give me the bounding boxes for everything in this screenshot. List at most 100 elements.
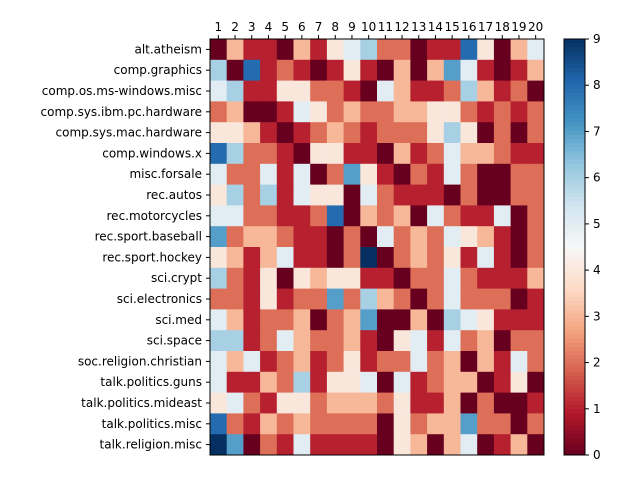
heatmap-cell xyxy=(460,413,478,435)
heatmap-cell xyxy=(210,101,228,123)
colorbar-segment xyxy=(564,47,585,52)
colorbar-segment xyxy=(564,192,585,198)
x-tick-label: 19 xyxy=(511,20,526,34)
heatmap-cell xyxy=(410,434,428,456)
heatmap-cell xyxy=(360,434,378,456)
heatmap-cell xyxy=(226,267,244,289)
colorbar-segment xyxy=(564,167,585,173)
heatmap-cell xyxy=(260,101,278,123)
heatmap-cell xyxy=(377,143,395,165)
heatmap-cell xyxy=(293,226,311,248)
heatmap-cell xyxy=(377,122,395,144)
heatmap-cell xyxy=(310,351,328,373)
x-tick-label: 13 xyxy=(411,20,426,34)
heatmap-cell xyxy=(460,288,478,310)
heatmap-cell xyxy=(493,392,511,414)
heatmap-cell xyxy=(326,371,344,393)
heatmap-cell xyxy=(243,226,261,248)
heatmap-cell xyxy=(443,247,461,269)
heatmap-cell xyxy=(360,163,378,185)
heatmap-cell xyxy=(343,434,361,456)
heatmap-cell xyxy=(460,163,478,185)
colorbar-segment xyxy=(564,313,585,319)
colorbar-segment xyxy=(564,334,585,339)
heatmap-cell xyxy=(210,59,228,81)
colorbar-segment xyxy=(564,76,585,81)
heatmap-cell xyxy=(360,351,378,373)
heatmap-cell xyxy=(243,247,261,269)
colorbar-tick-label: 4 xyxy=(593,263,601,277)
heatmap-cell xyxy=(393,39,411,61)
colorbar-segment xyxy=(564,247,585,252)
heatmap-cell xyxy=(293,122,311,144)
heatmap-cell xyxy=(293,101,311,123)
heatmap-cell xyxy=(377,80,395,102)
heatmap-cell xyxy=(276,101,294,123)
heatmap-cell xyxy=(427,434,445,456)
heatmap-cell xyxy=(527,143,545,165)
heatmap-cell xyxy=(310,309,328,331)
colorbar-segment xyxy=(564,375,585,381)
heatmap-cell xyxy=(343,101,361,123)
heatmap-cell xyxy=(210,184,228,206)
heatmap-cell xyxy=(343,80,361,102)
heatmap-cell xyxy=(527,122,545,144)
heatmap-cell xyxy=(260,143,278,165)
heatmap-cell xyxy=(393,59,411,81)
heatmap-cell xyxy=(276,205,294,227)
colorbar-segment xyxy=(564,155,585,161)
heatmap-cell xyxy=(410,101,428,123)
x-tick-label: 6 xyxy=(298,20,306,34)
colorbar-segment xyxy=(564,213,585,219)
heatmap-cell xyxy=(210,80,228,102)
colorbar-segment xyxy=(564,138,585,144)
heatmap-cell xyxy=(243,267,261,289)
heatmap-cell xyxy=(443,371,461,393)
colorbar-segment xyxy=(564,280,585,285)
heatmap-cell xyxy=(377,163,395,185)
colorbar-segment xyxy=(564,68,585,73)
heatmap-cell xyxy=(443,226,461,248)
heatmap-cell xyxy=(226,247,244,269)
heatmap-cell xyxy=(477,80,495,102)
colorbar-segment xyxy=(564,296,585,302)
heatmap-cell xyxy=(427,59,445,81)
heatmap-cell xyxy=(310,59,328,81)
heatmap-cell xyxy=(210,330,228,352)
heatmap-cell xyxy=(443,184,461,206)
colorbar-segment xyxy=(564,188,585,194)
heatmap-cell xyxy=(493,101,511,123)
heatmap-cell xyxy=(226,143,244,165)
y-tick-label: sci.space xyxy=(147,334,202,348)
heatmap-cell xyxy=(276,122,294,144)
heatmap-cell xyxy=(443,434,461,456)
heatmap-cell xyxy=(260,39,278,61)
heatmap-cell xyxy=(377,226,395,248)
colorbar-tick-label: 2 xyxy=(593,356,601,370)
heatmap-cell xyxy=(243,143,261,165)
x-tick-label: 10 xyxy=(361,20,376,34)
colorbar-segment xyxy=(564,151,585,156)
heatmap-cell xyxy=(310,226,328,248)
heatmap-cell xyxy=(343,122,361,144)
heatmap-cell xyxy=(427,371,445,393)
heatmap-cell xyxy=(510,122,528,144)
heatmap-cell xyxy=(326,184,344,206)
colorbar-segment xyxy=(564,97,585,102)
heatmap-cell xyxy=(243,434,261,456)
heatmap-cell xyxy=(210,226,228,248)
heatmap-cell xyxy=(260,184,278,206)
heatmap-cell xyxy=(443,330,461,352)
heatmap-cell xyxy=(260,413,278,435)
colorbar-segment xyxy=(564,346,585,352)
colorbar: 0 1 2 3 4 5 6 7 8 9 xyxy=(563,32,601,462)
heatmap-cell xyxy=(310,101,328,123)
heatmap-cell xyxy=(360,288,378,310)
heatmap-cell xyxy=(393,288,411,310)
colorbar-segment xyxy=(564,425,585,431)
heatmap-cell xyxy=(226,288,244,310)
heatmap-cell xyxy=(493,371,511,393)
heatmap-cell xyxy=(326,59,344,81)
heatmap-cell xyxy=(527,101,545,123)
y-tick-label: sci.med xyxy=(155,313,202,327)
